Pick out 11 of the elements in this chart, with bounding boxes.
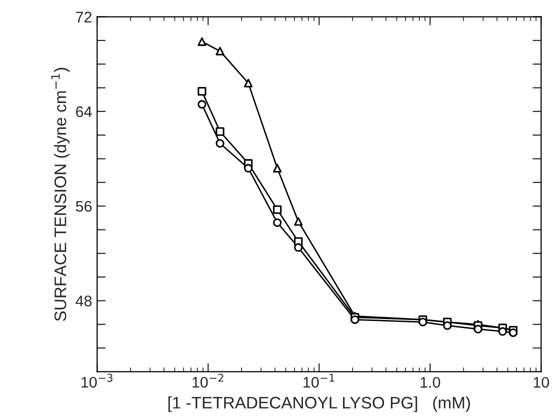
y-tick-label: 56 xyxy=(76,200,92,212)
y-tick-label: 72 xyxy=(76,12,92,22)
x-tick-label: 10$^{−1}$ xyxy=(304,374,334,388)
x-tick-label: 10$^{−3}$ xyxy=(82,374,112,388)
x-tick-label: 1.0 xyxy=(420,376,440,388)
x-tick-label: 10 xyxy=(534,376,550,388)
y-tick-label: 48 xyxy=(76,296,92,306)
y-tick-label: 64 xyxy=(76,106,92,118)
x-tick-label: 10$^{−2}$ xyxy=(192,374,224,388)
y-axis-title: SURFACE TENSION (dyne cm$^{−1}$) xyxy=(51,68,70,321)
x-axis-title: [1 -TETRADECANOYL LYSO PG] (mM) xyxy=(168,396,470,412)
